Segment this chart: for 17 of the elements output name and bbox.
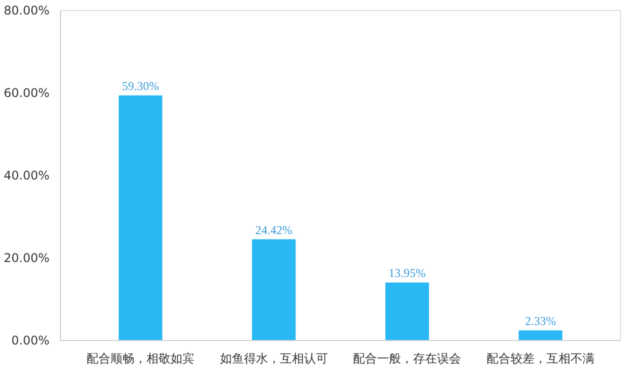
x-tick-label: 如鱼得水，互相认可 (220, 352, 328, 366)
x-tick-label: 配合顺畅，相敬如宾 (86, 352, 194, 366)
x-tick-label: 配合一般，存在误会 (353, 352, 462, 366)
y-tick-label: 0.00% (11, 334, 50, 348)
data-label: 13.95% (388, 266, 426, 280)
data-label: 2.33% (525, 314, 556, 328)
bar (385, 282, 429, 340)
y-tick-label: 60.00% (4, 86, 50, 100)
y-tick-label: 80.00% (4, 4, 50, 18)
bar (518, 330, 562, 340)
y-tick-label: 20.00% (4, 251, 50, 265)
data-label: 59.30% (122, 78, 159, 93)
bar (118, 95, 162, 340)
bar (252, 239, 296, 340)
y-tick-label: 40.00% (4, 168, 50, 182)
x-tick-label: 配合较差，互相不满 (486, 352, 594, 366)
data-label: 24.42% (255, 222, 292, 237)
